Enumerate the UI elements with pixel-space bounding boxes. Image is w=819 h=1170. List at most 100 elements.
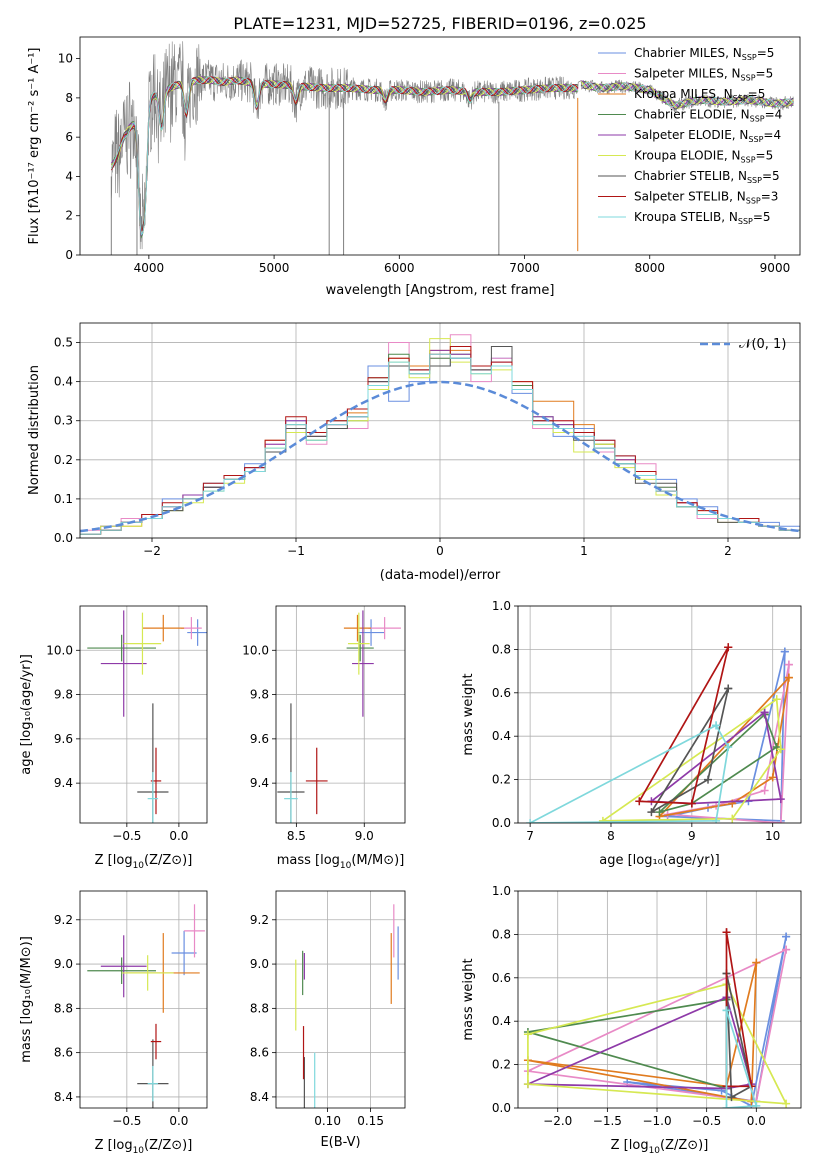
weight-point-marker: [782, 1099, 791, 1108]
y-axis-label: age [log₁₀(age/yr)]: [19, 654, 34, 775]
weight-point-marker: [776, 795, 785, 804]
x-tick-label: 9.0: [355, 829, 374, 843]
weight-point-marker: [655, 808, 664, 817]
x-axis-label: E(B-V): [320, 1135, 360, 1150]
age-vs-mass-panel: 8.5 9.0 9.4 9.6 9.8 10.0 mass [log10(M/M⊙)]: [242, 605, 406, 871]
normal-distribution-curve: [80, 380, 800, 533]
y-tick-label: 9.2: [250, 913, 269, 927]
legend-tail: =5: [757, 46, 775, 60]
x-axis-label: mass [log10(M/M⊙)]: [277, 853, 405, 871]
mass-vs-ebv-panel: 0.10 0.15 8.4 8.6 8.8 9.0 9.2 E(B-V): [250, 890, 406, 1150]
spectrum-panel: 4000 5000 6000 7000 8000 9000 0 2 4 6 8 10 Chabrier …: [27, 36, 801, 298]
x-tick-label: −2: [143, 544, 161, 558]
mass-weight-vs-metallicity-panel: −2.0 −1.5 −1.0 −0.5 0.0 0.0 0.2 0.4 0.6 0.8 1.0 Z […: [461, 884, 802, 1156]
scatter-plot-area: [87, 904, 205, 1108]
axes-frame: [79, 890, 208, 1109]
legend-label: Kroupa ELODIE, NSSP=5: [634, 149, 773, 165]
x-tick-label: 8.5: [287, 829, 306, 843]
x-tick-label: 8: [607, 829, 615, 843]
x-tick-label: 0.0: [747, 1114, 766, 1128]
axes-frame: [79, 36, 801, 256]
x-tick-label: 10: [765, 829, 780, 843]
y-tick-label: 4: [65, 169, 73, 183]
x-tick-label: 0.15: [357, 1114, 384, 1128]
x-tick-label: 0: [436, 544, 444, 558]
residual-histogram-panel: −2 −1 0 1 2 0.0 0.1 0.2 0.3 0.4 0.5 𝒩(0, 1) (data-mo…: [27, 322, 801, 583]
figure-title: PLATE=1231, MJD=52725, FIBERID=0196, z=0…: [233, 14, 646, 33]
legend-label: Chabrier MILES, NSSP=5: [634, 46, 774, 62]
weight-point-marker: [760, 786, 769, 795]
y-tick-label: 0.1: [54, 492, 73, 506]
y-tick-label: 0.2: [492, 773, 511, 787]
x-axis-label-rest: (Z/Z⊙)]: [660, 1138, 708, 1153]
weight-point-marker: [722, 928, 731, 937]
legend-tail: =5: [748, 87, 766, 101]
x-axis-label-sub: 10: [649, 1146, 661, 1156]
x-axis-label: age [log₁₀(age/yr)]: [599, 853, 720, 868]
y-tick-label: 0.5: [54, 336, 73, 350]
legend-label: Chabrier STELIB, NSSP=5: [634, 169, 780, 185]
x-axis-label: Z [log10(Z/Z⊙)]: [95, 1138, 193, 1156]
y-tick-label: 1.0: [492, 884, 511, 898]
legend-sub: SSP: [741, 74, 756, 83]
legend-text: Kroupa MILES, N: [634, 87, 733, 101]
x-tick-label: −0.5: [112, 829, 141, 843]
weight-point-marker: [776, 819, 785, 823]
y-tick-label: 6: [65, 130, 73, 144]
x-axis-label-sub: 10: [133, 861, 145, 871]
x-axis-label-main: Z [log: [95, 853, 133, 868]
weight-series-line: [650, 688, 730, 813]
y-tick-label: 9.8: [250, 688, 269, 702]
x-axis-label-main: Z [log: [95, 1138, 133, 1153]
scatter-plot-area: [295, 904, 399, 1108]
y-tick-label: 8.4: [250, 1090, 269, 1104]
weight-point-marker: [598, 816, 607, 823]
y-axis-label: mass weight: [461, 958, 476, 1040]
y-tick-label: 9.4: [250, 776, 269, 790]
weight-point-marker: [784, 660, 793, 669]
legend-tail: =5: [756, 149, 774, 163]
x-tick-label: −1.0: [642, 1114, 671, 1128]
axes-frame: [517, 605, 802, 824]
axes-frame: [275, 605, 406, 824]
weight-plot-area: [523, 928, 791, 1108]
y-tick-label: 8.8: [54, 1001, 73, 1015]
spectrum-plot-area: [110, 41, 794, 255]
weight-point-marker: [782, 945, 791, 954]
axes-frame: [517, 890, 802, 1109]
scatter-plot-area: [87, 610, 207, 823]
y-tick-label: 9.8: [54, 688, 73, 702]
y-tick-label: 10.0: [242, 643, 269, 657]
y-tick-label: 8.8: [250, 1001, 269, 1015]
x-axis-label: Z [log10(Z/Z⊙)]: [95, 853, 193, 871]
legend-tail: =5: [756, 67, 774, 81]
weight-point-marker: [772, 695, 781, 704]
weight-point-marker: [712, 816, 721, 823]
weight-point-marker: [523, 1030, 532, 1039]
x-tick-label: 2: [724, 544, 732, 558]
weight-point-marker: [722, 1006, 731, 1015]
weight-point-marker: [523, 1080, 532, 1089]
weight-point-marker: [768, 773, 777, 782]
legend-tail: =5: [762, 169, 780, 183]
x-tick-label: −1: [287, 544, 305, 558]
model-spectrum: [110, 76, 794, 236]
legend-sub: SSP: [747, 176, 762, 185]
weight-series-line: [725, 1010, 758, 1108]
scatter-plot-area: [277, 610, 401, 823]
x-tick-label: 6000: [384, 261, 415, 275]
legend-text: Chabrier ELODIE, N: [634, 108, 750, 122]
axes-frame: [275, 890, 406, 1109]
weight-point-marker: [780, 647, 789, 656]
x-tick-label: 7: [526, 829, 534, 843]
y-tick-label: 0.4: [54, 375, 73, 389]
y-axis-label: mass weight: [461, 673, 476, 755]
y-tick-label: 8.6: [250, 1046, 269, 1060]
y-tick-label: 9.6: [250, 732, 269, 746]
y-tick-label: 0.3: [54, 414, 73, 428]
age-vs-metallicity-panel: −0.5 0.0 9.4 9.6 9.8 10.0 Z [log10(Z/Z⊙)] age […: [19, 605, 208, 871]
x-tick-label: 4000: [134, 261, 165, 275]
weight-point-marker: [712, 721, 721, 730]
x-tick-label: 7000: [509, 261, 540, 275]
x-tick-label: −1.5: [593, 1114, 622, 1128]
